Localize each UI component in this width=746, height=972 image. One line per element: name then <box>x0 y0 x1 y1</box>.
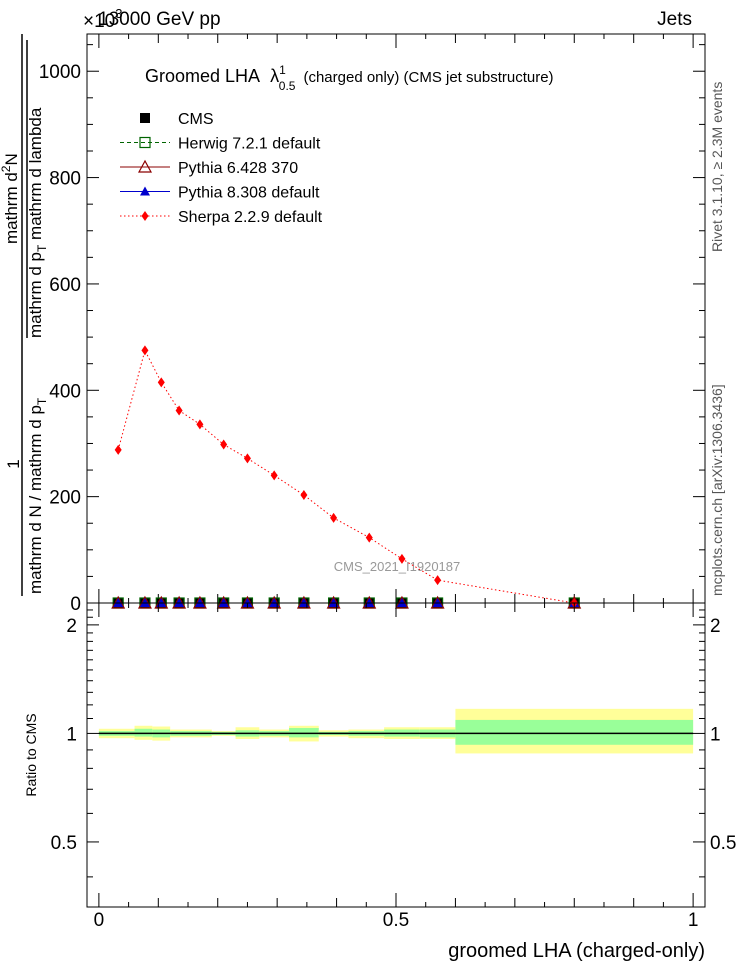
y-exponent-label: ×103 <box>83 6 122 32</box>
energy-label: 13000 GeV pp <box>98 9 221 30</box>
main-y-tick-label: 800 <box>49 169 81 190</box>
legend-marker <box>137 159 153 173</box>
data-point <box>330 512 338 523</box>
x-tick-label: 1 <box>688 910 699 931</box>
ratio-y-axis-label: Ratio to CMS <box>23 713 39 796</box>
main-y-tick-label: 1000 <box>39 62 81 83</box>
ratio-y-tick-label-right: 0.5 <box>710 833 736 854</box>
legend-label: Sherpa 2.2.9 default <box>178 209 323 226</box>
ratio-uncertainty-bands <box>98 708 694 754</box>
ratio-y-tick-label: 1 <box>66 724 77 745</box>
ratio-plot-frame <box>86 602 706 908</box>
legend-entry: Sherpa 2.2.9 default <box>120 209 323 226</box>
data-point <box>114 444 122 455</box>
x-axis-ticks: 0 0.5 1 <box>94 603 699 931</box>
data-point <box>220 439 228 450</box>
main-y-tick-label: 0 <box>70 594 81 615</box>
series-4 <box>114 345 578 608</box>
main-y-tick-label: 400 <box>49 381 81 402</box>
y-exponent-power: 3 <box>115 6 122 21</box>
ratio-y-tick-label: 2 <box>66 616 77 637</box>
legend-marker <box>141 211 149 221</box>
mcplots-label: mcplots.cern.ch [arXiv:1306.3436] <box>709 384 725 596</box>
data-point <box>434 575 442 586</box>
ratio-y-tick-label-right: 2 <box>710 616 721 637</box>
x-tick-label: 0.5 <box>383 910 409 931</box>
legend: CMS Herwig 7.2.1 default Pythia 6.428 370 P… <box>120 111 323 226</box>
legend-entry: Herwig 7.2.1 default <box>120 136 321 153</box>
series-line <box>117 349 575 604</box>
legend-entry: Pythia 8.308 default <box>120 185 320 202</box>
main-y-tick-label: 200 <box>49 488 81 509</box>
data-point <box>243 453 251 464</box>
legend-label: CMS <box>178 111 214 128</box>
process-label: Jets <box>657 9 692 30</box>
ylabel-denominator: mathrm d N / mathrm d pT <box>26 397 49 594</box>
data-point <box>300 490 308 501</box>
data-point <box>141 345 149 356</box>
ratio-y-axis-ticks: 0.5 0.5 1 1 2 2 <box>51 609 736 878</box>
x-tick-label: 0 <box>94 910 105 931</box>
main-y-axis-label: 1 mathrm d N / mathrm d pT mathrm d2N ma… <box>0 34 49 596</box>
legend-entry: Pythia 6.428 370 <box>120 159 298 177</box>
legend-label: Pythia 8.308 default <box>178 185 320 202</box>
ylabel-numerator: 1 <box>4 459 23 468</box>
x-axis-label: groomed LHA (charged-only) <box>448 940 705 962</box>
data-point <box>175 405 183 416</box>
data-point <box>270 470 278 481</box>
data-point <box>196 419 204 430</box>
ratio-y-tick-label: 0.5 <box>51 833 77 854</box>
legend-marker <box>140 113 150 123</box>
main-y-axis-ticks: 0 200 400 600 800 1000 <box>39 34 705 615</box>
legend-marker <box>140 186 150 196</box>
chart-title: Groomed LHA λ1 0.5 (charged only) (CMS jet… <box>145 63 554 93</box>
legend-label: Pythia 6.428 370 <box>178 160 298 177</box>
data-point <box>365 532 373 543</box>
main-y-tick-label: 600 <box>49 275 81 296</box>
ylabel-denominator-2: mathrm d pT mathrm d lambda <box>26 107 49 338</box>
ylabel-numerator-2: mathrm d2N <box>0 153 21 244</box>
legend-marker <box>139 136 151 149</box>
legend-entry: CMS <box>140 111 214 128</box>
data-point <box>398 553 406 564</box>
rivet-label: Rivet 3.1.10, ≥ 2.3M events <box>709 82 725 252</box>
analysis-watermark: CMS_2021_I1920187 <box>334 559 461 574</box>
ratio-inner-band <box>455 719 694 745</box>
data-point <box>157 377 165 388</box>
legend-label: Herwig 7.2.1 default <box>178 136 321 153</box>
ratio-y-tick-label-right: 1 <box>710 724 721 745</box>
y-exponent-base: ×10 <box>83 11 115 32</box>
